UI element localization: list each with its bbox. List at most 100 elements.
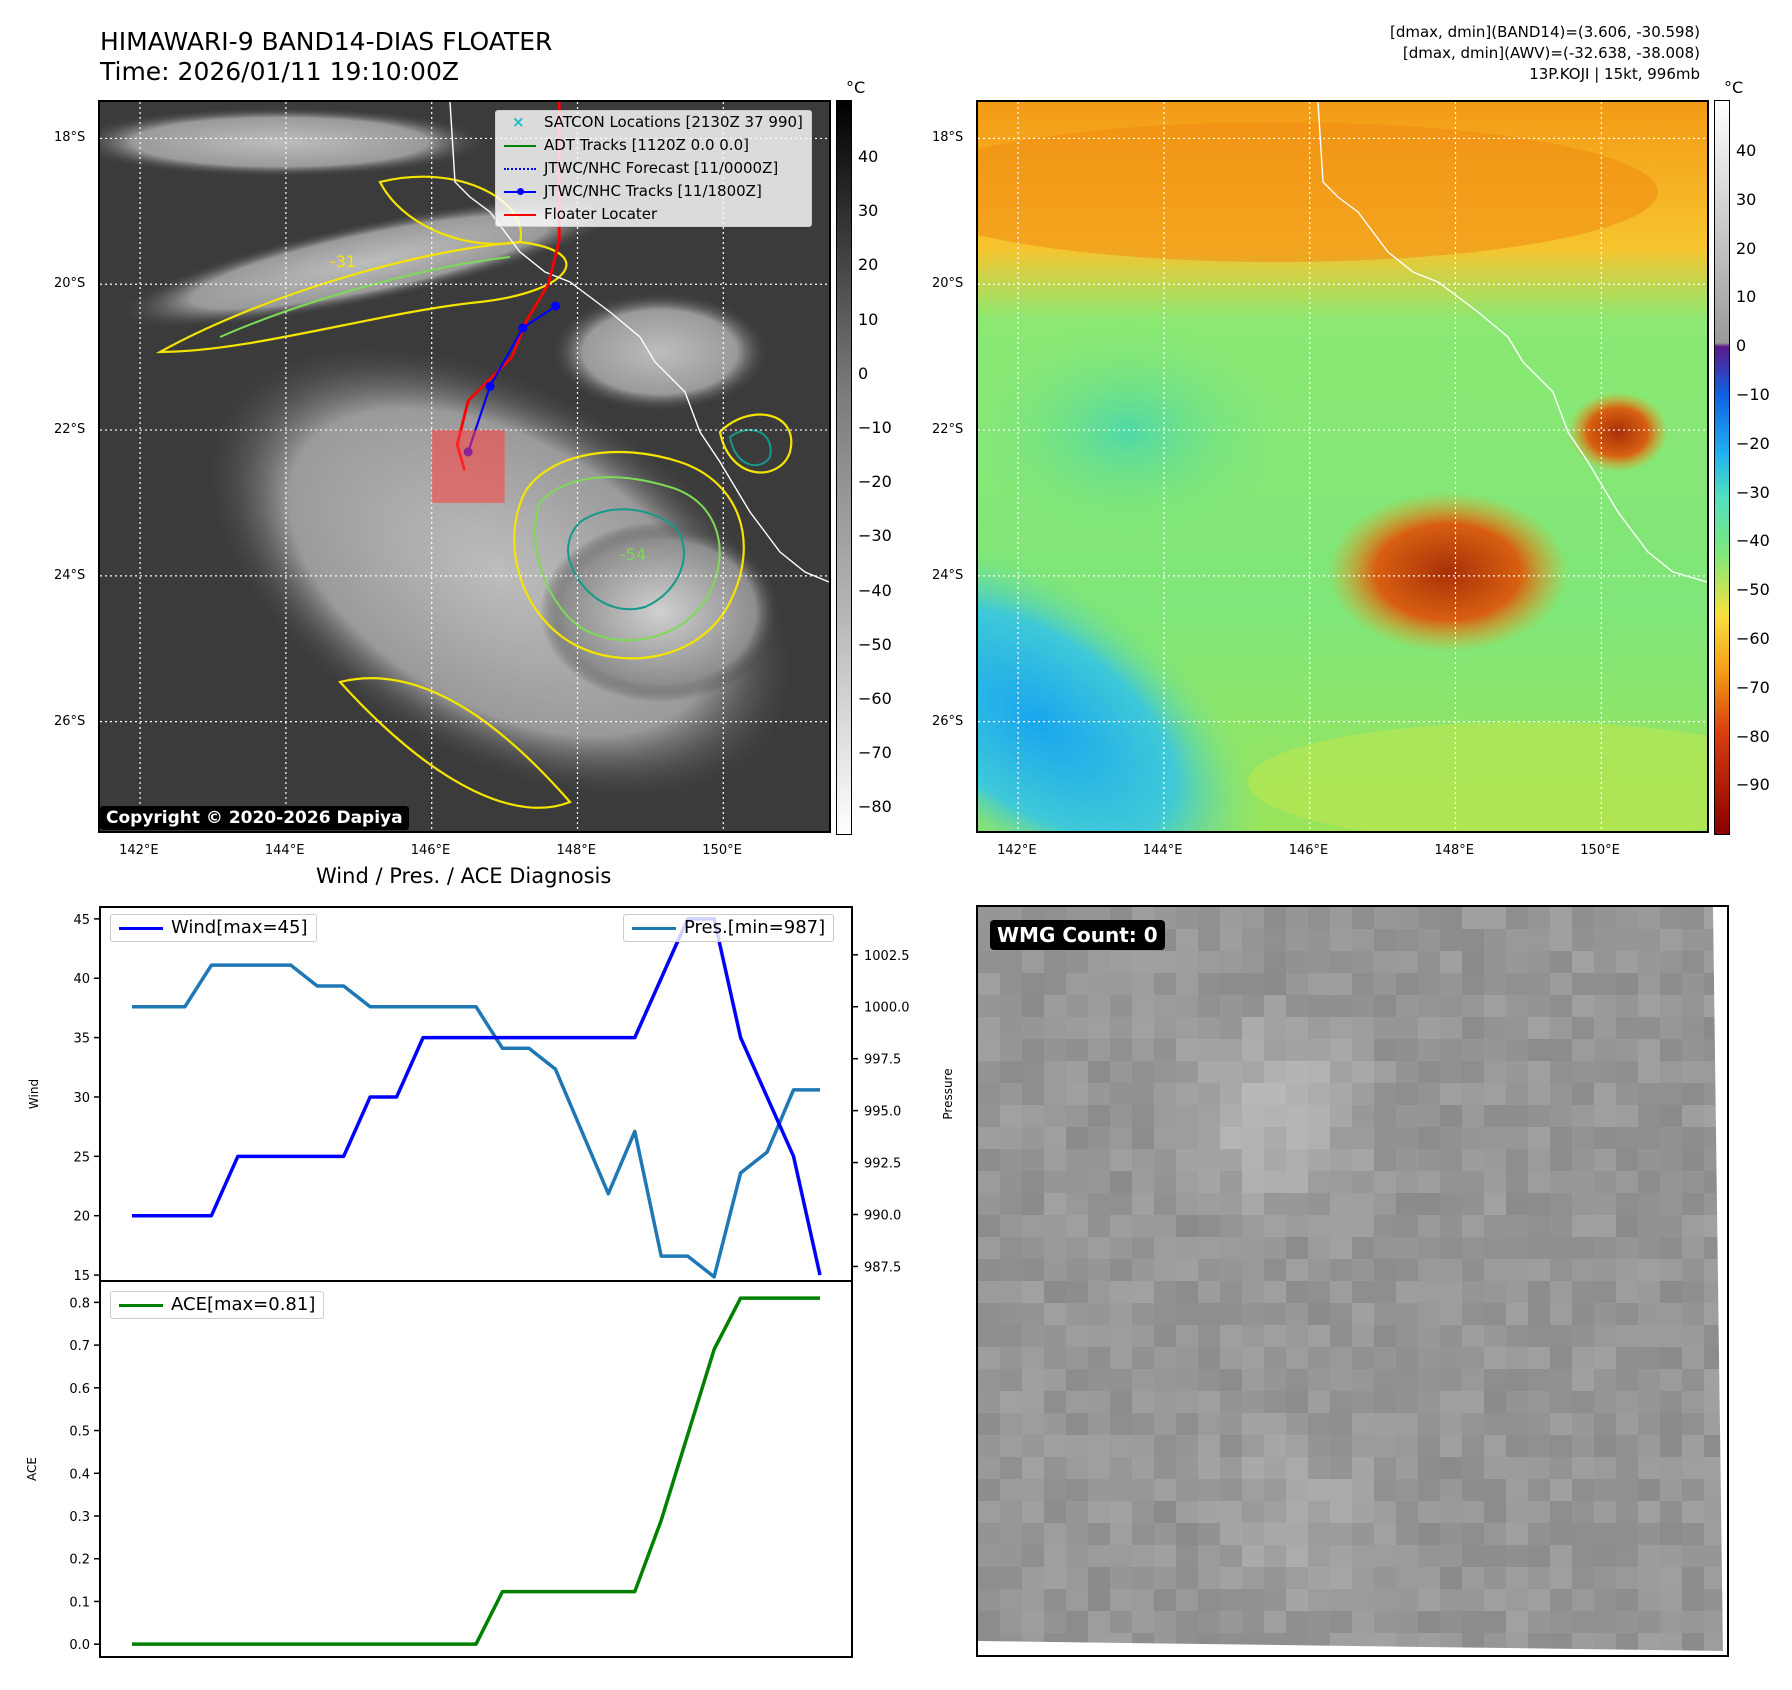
wmg-pixel (1550, 995, 1572, 1017)
ace-tick-7: 0.7 (69, 1339, 90, 1354)
wmg-pixel (1330, 1369, 1352, 1391)
wmg-pixel (1154, 1457, 1176, 1479)
wmg-pixel (1044, 1127, 1066, 1149)
wmg-pixel (1220, 1479, 1242, 1501)
wmg-pixel (1176, 1413, 1198, 1435)
floater-line-icon (504, 214, 536, 216)
wmg-pixel (1132, 1061, 1154, 1083)
wmg-pixel (1418, 995, 1440, 1017)
wmg-pixel (1220, 1061, 1242, 1083)
wmg-pixel (1286, 1017, 1308, 1039)
wmg-pixel (1242, 1061, 1264, 1083)
wmg-pixel (1044, 1105, 1066, 1127)
wmg-pixel (1396, 1061, 1418, 1083)
wmg-pixel (1176, 1149, 1198, 1171)
wmg-pixel (1154, 1545, 1176, 1567)
wmg-pixel (1528, 1391, 1550, 1413)
wmg-pixel (1088, 1215, 1110, 1237)
wmg-pixel (1440, 1105, 1462, 1127)
wmg-pixel (1132, 951, 1154, 973)
wmg-pixel (978, 1501, 1000, 1523)
wmg-pixel (1286, 1611, 1308, 1633)
wmg-pixel (1440, 1545, 1462, 1567)
wmg-pixel (1022, 1193, 1044, 1215)
wmg-pixel (1044, 951, 1066, 973)
wmg-pixel (1506, 1303, 1528, 1325)
wmg-pixel (1286, 1567, 1308, 1589)
pres-legend-label: Pres.[min=987] (684, 917, 826, 938)
wmg-pixel (1418, 1347, 1440, 1369)
wmg-pixel (1198, 1303, 1220, 1325)
wmg-pixel (1132, 1171, 1154, 1193)
wmg-pixel (1286, 1303, 1308, 1325)
jtwc-track-point-0 (551, 301, 561, 311)
wmg-pixel (1550, 1413, 1572, 1435)
wmg-pixel (1110, 1193, 1132, 1215)
wmg-pixel (1660, 1281, 1682, 1303)
wmg-pixel (1594, 1391, 1616, 1413)
wmg-pixel (1396, 1611, 1418, 1633)
colorbar-tick-858-10: −60 (858, 689, 892, 708)
awv-map-panel (976, 100, 1709, 833)
wmg-pixel (1154, 1501, 1176, 1523)
wmg-pixel (978, 1347, 1000, 1369)
wmg-pixel (1286, 951, 1308, 973)
wmg-pixel (1088, 1259, 1110, 1281)
wmg-pixel (1594, 1413, 1616, 1435)
pres-series-line (132, 963, 820, 1279)
wmg-pixel (978, 1457, 1000, 1479)
wmg-pixel (1506, 907, 1528, 929)
wmg-pixel (1550, 1237, 1572, 1259)
wmg-pixel (1000, 1589, 1022, 1611)
wmg-pixel (1044, 1215, 1066, 1237)
wmg-pixel (1374, 1391, 1396, 1413)
wmg-pixel (1550, 1039, 1572, 1061)
wmg-pixel (1396, 929, 1418, 951)
wmg-pixel (1462, 1171, 1484, 1193)
wmg-pixel (1264, 1567, 1286, 1589)
pres-tick-3: 995.0 (864, 1105, 901, 1120)
wmg-pixel (1066, 1061, 1088, 1083)
wmg-pixel (1572, 1325, 1594, 1347)
wmg-pixel (1088, 1457, 1110, 1479)
wmg-pixel (1154, 951, 1176, 973)
wmg-pixel (1088, 1083, 1110, 1105)
ace-legend: ACE[max=0.81] (110, 1291, 325, 1319)
wmg-pixel (1110, 1171, 1132, 1193)
wmg-pixel (1462, 1259, 1484, 1281)
diagnosis-title: Wind / Pres. / ACE Diagnosis (316, 864, 612, 888)
wmg-pixel (1704, 1501, 1726, 1523)
wmg-pixel (1440, 1193, 1462, 1215)
wmg-pixel (1440, 1325, 1462, 1347)
wmg-pixel (1528, 951, 1550, 973)
wmg-pixel (1616, 1479, 1638, 1501)
wmg-pixel (1462, 1457, 1484, 1479)
wmg-pixel (1198, 1479, 1220, 1501)
wmg-pixel (1682, 1369, 1704, 1391)
wmg-pixel (1264, 1369, 1286, 1391)
wmg-pixel (1484, 1589, 1506, 1611)
wmg-pixel (1176, 1237, 1198, 1259)
wmg-pixel (1308, 1237, 1330, 1259)
colorbar-tick-1736-1: 30 (1736, 189, 1757, 209)
wmg-pixel (978, 1325, 1000, 1347)
wmg-pixel (1660, 1611, 1682, 1633)
wmg-pixel (1352, 1369, 1374, 1391)
wmg-pixel (1220, 995, 1242, 1017)
color-colorbar (1714, 100, 1730, 835)
wmg-pixel (1638, 1083, 1660, 1105)
wmg-pixel (1220, 1149, 1242, 1171)
wmg-pixel (1374, 1149, 1396, 1171)
wmg-pixel (1154, 1149, 1176, 1171)
wmg-pixel (1330, 1501, 1352, 1523)
wmg-edge-mask-bottom (978, 1641, 1727, 1655)
wmg-pixel (1594, 1457, 1616, 1479)
wmg-pixel (1000, 1171, 1022, 1193)
colorbar-tick-1736-13: −90 (1736, 775, 1770, 795)
wmg-pixel (1286, 1061, 1308, 1083)
wmg-pixel (1462, 951, 1484, 973)
legend-floater-label: Floater Locater (544, 205, 658, 223)
awv-map-svg (978, 102, 1707, 831)
wmg-pixel (1220, 1105, 1242, 1127)
wmg-pixel (1462, 1083, 1484, 1105)
